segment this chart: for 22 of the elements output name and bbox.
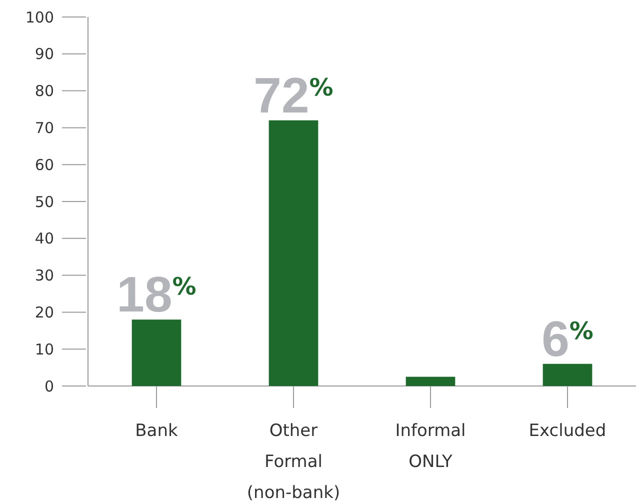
bar <box>268 120 318 386</box>
y-tick-label: 100 <box>25 8 54 26</box>
y-tick-label: 80 <box>34 82 54 100</box>
y-tick-label: 60 <box>34 156 54 174</box>
data-label: 72$^{%}$ <box>254 67 334 124</box>
y-tick-label: 30 <box>34 266 54 285</box>
y-tick-label: 50 <box>34 192 54 211</box>
bar <box>406 376 456 386</box>
x-tick-label: Informal ONLY <box>395 421 466 472</box>
y-tick-label: 90 <box>34 45 54 64</box>
data-label: 6$^{%}$ <box>542 310 594 367</box>
y-tick-label: 10 <box>34 340 54 358</box>
x-tick-label: Other Formal (non-bank) <box>246 421 340 503</box>
y-tick-label: 20 <box>34 303 54 322</box>
data-label: 18$^{%}$ <box>116 266 196 323</box>
y-tick-label: 0 <box>44 377 54 396</box>
y-tick-label: 70 <box>34 118 54 137</box>
y-tick-label: 40 <box>34 230 54 248</box>
x-tick-label: Excluded <box>528 421 606 441</box>
bar <box>132 320 182 386</box>
x-tick-label: Bank <box>135 421 178 441</box>
bar <box>542 364 592 386</box>
